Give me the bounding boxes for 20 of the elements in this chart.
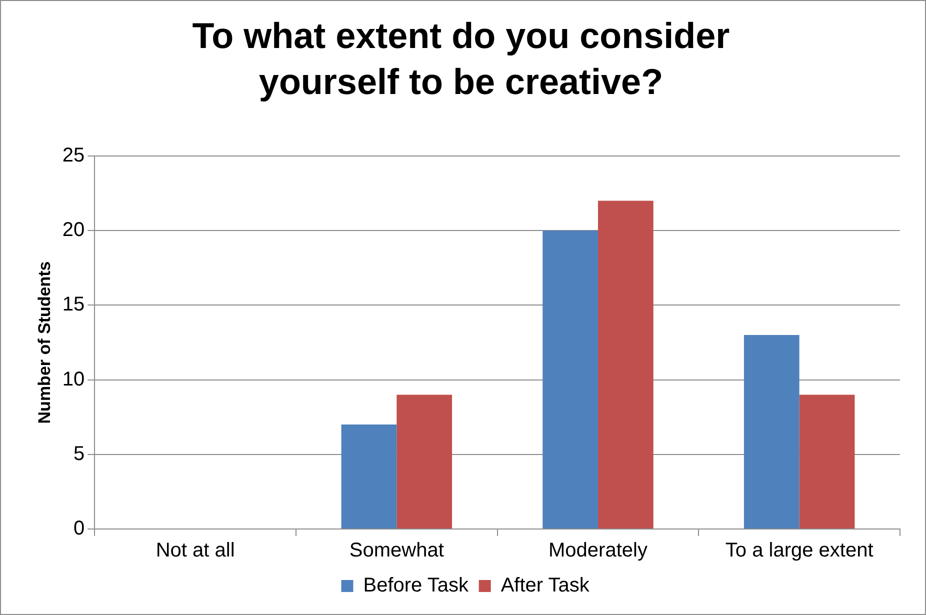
- x-tick-label: To a large extent: [725, 540, 874, 562]
- bar: [799, 394, 855, 528]
- y-tick-label: 15: [62, 294, 85, 316]
- bar: [341, 424, 397, 528]
- legend-label: After Task: [500, 574, 590, 597]
- x-tick-label: Somewhat: [349, 540, 444, 562]
- bar: [542, 230, 598, 528]
- y-tick-label: 10: [62, 368, 85, 390]
- bar: [598, 200, 654, 528]
- x-tick-label: Not at all: [156, 540, 235, 562]
- x-tick-label: Moderately: [548, 540, 648, 562]
- y-tick-label: 0: [74, 518, 85, 540]
- y-tick-label: 5: [74, 442, 85, 465]
- y-axis-title: Number of Students: [34, 261, 54, 424]
- y-tick-label: 20: [62, 219, 85, 242]
- chart-title: To what extent do you consider yourself to be creative?: [191, 14, 731, 104]
- bar: [396, 394, 452, 528]
- bar: [744, 335, 800, 528]
- legend-label: Before Task: [363, 574, 470, 597]
- y-tick-label: 25: [62, 144, 85, 167]
